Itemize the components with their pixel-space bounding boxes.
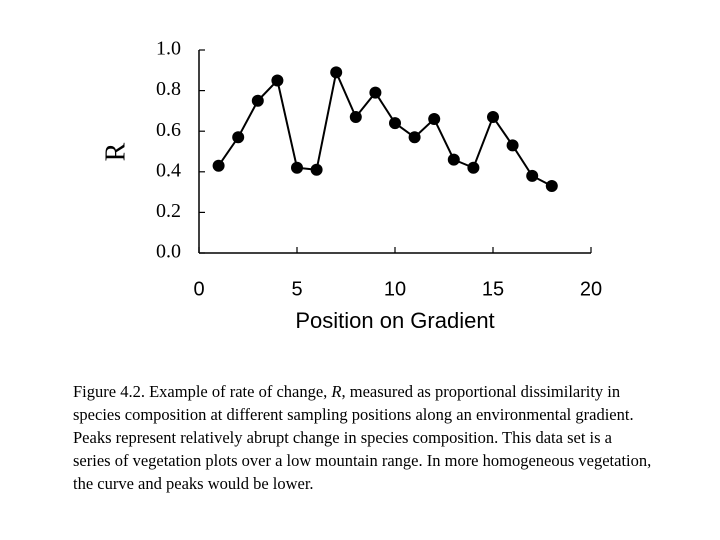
data-point [212,159,225,172]
chart: R Position on Gradient 0.0 0.2 0.4 0.6 0.8 1.… [100,38,602,333]
x-tick-label: 5 [291,278,302,300]
data-point [330,66,343,79]
y-tick-label: 0.6 [156,119,181,141]
x-axis-label: Position on Gradient [295,308,494,333]
data-point [467,161,480,174]
x-tick-label: 10 [384,278,406,300]
data-point [447,153,460,166]
series-line [217,69,553,187]
data-point [487,110,499,123]
caption-text: Figure 4.2. Example of rate of change, [73,382,332,401]
data-point [251,94,264,107]
data-point [232,131,245,144]
caption-text: , measured as proportional dissimilarity… [73,382,652,493]
y-axis-label: R [100,142,131,161]
y-tick-label: 0.2 [156,200,181,222]
y-tick-label: 0.0 [156,241,181,263]
data-point [389,117,401,130]
data-point [349,110,362,123]
x-tick-label: 0 [193,278,204,300]
y-tick-label: 1.0 [156,38,181,60]
data-point [291,161,303,174]
data-point [506,139,519,152]
data-point [545,180,558,193]
caption-italic: R [331,382,342,401]
data-point [408,131,421,144]
x-tick-label: 20 [580,278,602,300]
y-tick-label: 0.4 [156,159,181,181]
data-point [369,86,382,99]
y-tick-label: 0.8 [156,78,181,100]
data-point [428,113,441,126]
data-point [310,163,323,176]
data-point [526,169,539,182]
data-point [271,74,284,87]
x-tick-label: 15 [482,278,504,300]
caption: Figure 4.2. Example of rate of change, R… [73,380,653,495]
